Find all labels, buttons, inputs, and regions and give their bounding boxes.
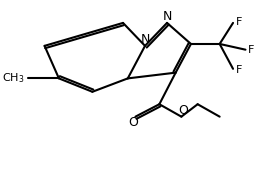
Text: N: N	[162, 10, 172, 23]
Text: O: O	[129, 116, 138, 129]
Text: F: F	[236, 17, 242, 27]
Text: F: F	[248, 45, 255, 55]
Text: N: N	[140, 33, 150, 46]
Text: O: O	[178, 104, 188, 117]
Text: F: F	[236, 65, 242, 75]
Text: CH$_3$: CH$_3$	[2, 72, 25, 85]
